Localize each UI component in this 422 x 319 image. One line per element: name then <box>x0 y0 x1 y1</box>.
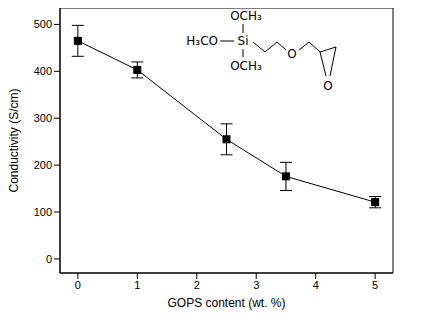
svg-text:0: 0 <box>75 279 81 291</box>
svg-text:5: 5 <box>372 279 378 291</box>
svg-text:Conductivity (S/cm): Conductivity (S/cm) <box>8 88 21 192</box>
svg-text:4: 4 <box>313 279 319 291</box>
svg-text:O: O <box>323 79 332 93</box>
svg-text:500: 500 <box>34 18 52 30</box>
svg-text:2: 2 <box>194 279 200 291</box>
svg-text:200: 200 <box>34 159 52 171</box>
svg-text:300: 300 <box>34 112 52 124</box>
svg-text:400: 400 <box>34 65 52 77</box>
svg-text:0: 0 <box>46 253 52 265</box>
svg-text:OCH₃: OCH₃ <box>230 9 262 23</box>
svg-text:H₃CO: H₃CO <box>186 34 218 48</box>
svg-text:GOPS content (wt. %): GOPS content (wt. %) <box>167 296 285 310</box>
svg-text:1: 1 <box>134 279 140 291</box>
svg-text:100: 100 <box>34 206 52 218</box>
svg-text:Si: Si <box>238 34 249 48</box>
svg-text:OCH₃: OCH₃ <box>230 59 262 73</box>
svg-text:O: O <box>287 47 296 61</box>
svg-text:3: 3 <box>253 279 259 291</box>
